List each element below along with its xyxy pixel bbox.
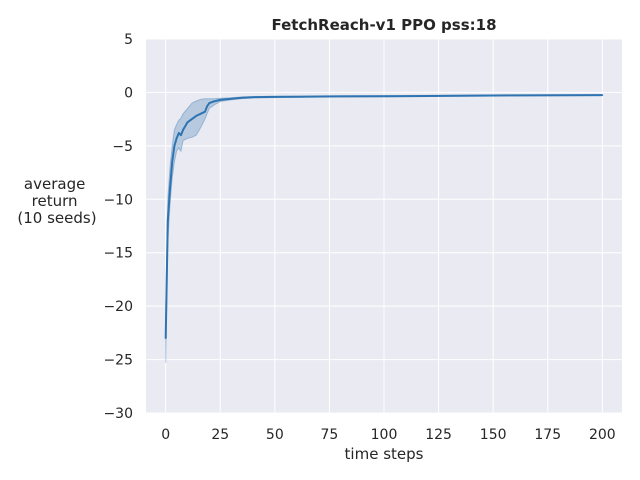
- data-point: [171, 161, 174, 163]
- chart-title: FetchReach-v1 PPO pss:18: [271, 16, 496, 34]
- x-tick-label: 150: [480, 427, 507, 443]
- x-tick-label: 25: [211, 427, 229, 443]
- data-point: [169, 187, 171, 190]
- data-point: [241, 96, 243, 99]
- x-axis-label: time steps: [345, 445, 424, 463]
- x-tick-label: 0: [161, 427, 170, 443]
- y-axis-label: average return (10 seeds): [17, 175, 96, 227]
- data-point: [252, 96, 254, 99]
- data-point: [180, 134, 182, 136]
- data-point: [206, 105, 208, 108]
- data-point: [204, 110, 206, 113]
- series-lines: [164, 94, 604, 340]
- y-axis-ticks: 5 0 −5 −10 −15 −20 −25 −30: [103, 32, 133, 422]
- x-tick-label: 175: [534, 427, 561, 443]
- y-tick-label: −10: [103, 192, 133, 208]
- data-point: [182, 129, 184, 131]
- data-point: [175, 137, 178, 140]
- x-tick-label: 75: [320, 427, 338, 443]
- data-point: [470, 94, 473, 97]
- y-axis-label-line-1: average: [24, 175, 85, 193]
- y-axis-label-line-3: (10 seeds): [17, 209, 96, 227]
- data-point: [208, 102, 211, 104]
- data-point: [295, 95, 298, 98]
- data-point: [426, 95, 429, 97]
- data-point: [212, 100, 215, 103]
- x-tick-label: 100: [371, 427, 398, 443]
- data-point: [230, 98, 232, 100]
- data-point: [199, 113, 202, 115]
- data-point: [191, 118, 193, 120]
- x-tick-label: 50: [266, 427, 284, 443]
- y-tick-label: 0: [124, 85, 133, 101]
- data-point: [317, 95, 320, 98]
- y-tick-label: 5: [124, 32, 133, 48]
- x-axis-ticks: 0 25 50 75 100 125 150 175 200: [161, 427, 616, 443]
- data-point: [164, 337, 167, 340]
- data-point: [177, 132, 180, 134]
- data-point: [195, 115, 198, 117]
- data-point: [219, 99, 222, 101]
- y-tick-label: −30: [103, 406, 133, 422]
- data-point: [186, 121, 189, 124]
- y-tick-label: −5: [112, 139, 133, 155]
- data-point: [167, 219, 169, 222]
- data-point: [557, 94, 560, 97]
- y-tick-label: −25: [103, 353, 133, 369]
- data-point: [601, 94, 604, 96]
- y-axis-label-line-2: return: [32, 192, 78, 210]
- x-tick-label: 200: [589, 427, 616, 443]
- y-tick-label: −15: [103, 246, 133, 262]
- data-point: [383, 95, 385, 97]
- x-tick-label: 125: [425, 427, 452, 443]
- data-point: [339, 95, 342, 98]
- data-point: [514, 94, 516, 97]
- data-point: [274, 96, 276, 98]
- y-tick-label: −20: [103, 299, 133, 315]
- grid: [146, 38, 622, 414]
- data-point: [173, 145, 176, 147]
